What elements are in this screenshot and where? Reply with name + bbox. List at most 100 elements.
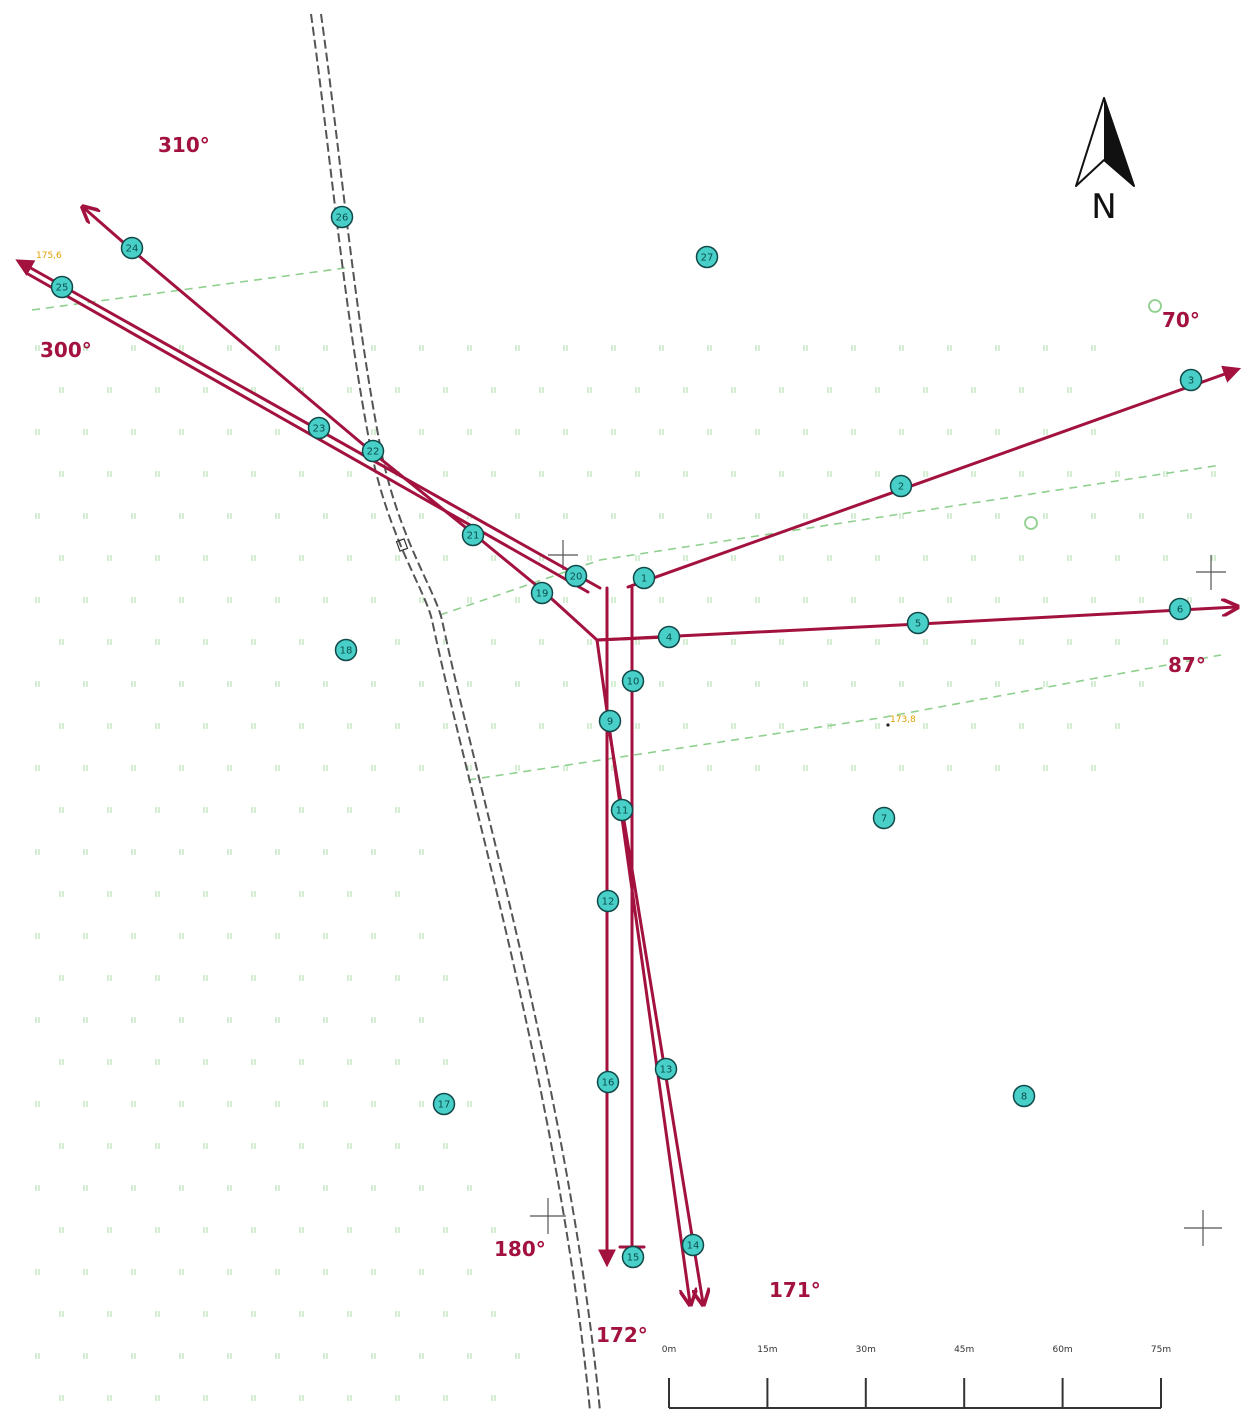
marsh-symbol-icon <box>275 1353 280 1359</box>
survey-point-20[interactable]: 20 <box>564 564 588 588</box>
survey-point-6[interactable]: 6 <box>1168 597 1192 621</box>
survey-point-14[interactable]: 14 <box>681 1233 705 1257</box>
survey-point-5[interactable]: 5 <box>906 611 930 635</box>
marsh-symbol-icon <box>419 597 424 603</box>
marsh-symbol-icon <box>419 1185 424 1191</box>
survey-point-19[interactable]: 19 <box>530 581 554 605</box>
marsh-symbol-icon <box>1067 471 1072 477</box>
marsh-symbol-icon <box>467 429 472 435</box>
marsh-symbol-icon <box>659 765 664 771</box>
survey-point-15[interactable]: 15 <box>621 1245 645 1269</box>
marsh-symbol-icon <box>395 975 400 981</box>
survey-point-21[interactable]: 21 <box>461 523 485 547</box>
marsh-symbol-icon <box>443 723 448 729</box>
marsh-symbol-icon <box>971 723 976 729</box>
marsh-symbol-icon <box>107 1311 112 1317</box>
marsh-symbol-icon <box>875 471 880 477</box>
marsh-symbol-icon <box>155 975 160 981</box>
marsh-symbol-icon <box>155 723 160 729</box>
marsh-symbol-icon <box>635 639 640 645</box>
marsh-symbol-icon <box>443 1143 448 1149</box>
survey-point-26[interactable]: 26 <box>330 205 354 229</box>
marsh-symbol-icon <box>83 1185 88 1191</box>
marsh-symbol-icon <box>155 639 160 645</box>
survey-point-17[interactable]: 17 <box>432 1092 456 1116</box>
marsh-symbol-icon <box>611 345 616 351</box>
marsh-symbol-icon <box>155 387 160 393</box>
marsh-symbol-icon <box>419 1101 424 1107</box>
marsh-symbol-icon <box>203 1395 208 1401</box>
marsh-symbol-icon <box>227 933 232 939</box>
survey-point-2[interactable]: 2 <box>889 474 913 498</box>
marsh-symbol-icon <box>395 1395 400 1401</box>
marsh-symbol-icon <box>611 681 616 687</box>
marsh-symbol-icon <box>371 1017 376 1023</box>
marsh-symbol-icon <box>635 387 640 393</box>
marsh-symbol-icon <box>371 1269 376 1275</box>
marsh-symbol-icon <box>251 807 256 813</box>
scale-bar: 0m 15m 30m 45m 60m 75m <box>662 1345 1171 1409</box>
marsh-symbol-icon <box>83 1017 88 1023</box>
marsh-symbol-icon <box>851 345 856 351</box>
marsh-symbol-icon <box>683 471 688 477</box>
marsh-symbol-icon <box>947 681 952 687</box>
marsh-symbol-icon <box>203 723 208 729</box>
marsh-symbol-icon <box>587 723 592 729</box>
marsh-symbol-icon <box>467 1269 472 1275</box>
survey-cross-icon <box>1196 555 1226 590</box>
survey-point-27[interactable]: 27 <box>695 245 719 269</box>
marsh-symbol-icon <box>467 1185 472 1191</box>
marsh-symbol-icon <box>515 429 520 435</box>
survey-point-16[interactable]: 16 <box>596 1070 620 1094</box>
marsh-symbol-icon <box>683 555 688 561</box>
marsh-symbol-icon <box>851 429 856 435</box>
map-marker-circle <box>1148 299 1162 313</box>
azimuth-label-180: 180° <box>494 1237 546 1261</box>
survey-point-13[interactable]: 13 <box>654 1057 678 1081</box>
marsh-symbol-icon <box>779 639 784 645</box>
marsh-symbol-icon <box>371 849 376 855</box>
marsh-symbol-icon <box>155 1311 160 1317</box>
marsh-symbol-icon <box>515 681 520 687</box>
marsh-symbol-icon <box>851 513 856 519</box>
survey-point-4[interactable]: 4 <box>657 625 681 649</box>
marsh-symbol-icon <box>179 1185 184 1191</box>
survey-point-22[interactable]: 22 <box>361 439 385 463</box>
profile-line-310 <box>84 208 599 642</box>
survey-point-7[interactable]: 7 <box>872 806 896 830</box>
marsh-symbol-icon <box>107 975 112 981</box>
survey-point-3[interactable]: 3 <box>1179 368 1203 392</box>
survey-point-24[interactable]: 24 <box>120 236 144 260</box>
marsh-symbol-icon <box>707 681 712 687</box>
survey-point-18[interactable]: 18 <box>334 638 358 662</box>
survey-point-12[interactable]: 12 <box>596 889 620 913</box>
scale-tick-label: 15m <box>757 1345 777 1355</box>
marsh-symbol-icon <box>323 1185 328 1191</box>
marsh-symbol-icon <box>35 681 40 687</box>
survey-point-11[interactable]: 11 <box>610 798 634 822</box>
survey-point-10[interactable]: 10 <box>621 669 645 693</box>
marsh-symbol-icon <box>1211 471 1216 477</box>
survey-point-23[interactable]: 23 <box>307 416 331 440</box>
marsh-symbol-icon <box>563 597 568 603</box>
marsh-symbol-icon <box>35 597 40 603</box>
railway-track <box>310 13 601 1411</box>
marsh-symbol-icon <box>347 891 352 897</box>
azimuth-label-171: 171° <box>769 1278 821 1302</box>
survey-point-9[interactable]: 9 <box>598 709 622 733</box>
scale-tick-label: 0m <box>662 1345 677 1355</box>
marsh-symbol-icon <box>1043 429 1048 435</box>
marsh-symbol-icon <box>35 1101 40 1107</box>
marsh-symbol-icon <box>635 723 640 729</box>
marsh-symbol-icon <box>275 933 280 939</box>
marsh-symbol-icon <box>203 387 208 393</box>
elevation-label-2: 173,8 <box>890 715 916 725</box>
survey-point-25[interactable]: 25 <box>50 275 74 299</box>
marsh-symbol-icon <box>227 597 232 603</box>
survey-point-1[interactable]: 1 <box>632 566 656 590</box>
marsh-symbol-icon <box>707 345 712 351</box>
survey-point-8[interactable]: 8 <box>1012 1084 1036 1108</box>
marsh-symbol-icon <box>179 681 184 687</box>
marsh-symbol-icon <box>923 471 928 477</box>
marsh-symbol-icon <box>443 1395 448 1401</box>
